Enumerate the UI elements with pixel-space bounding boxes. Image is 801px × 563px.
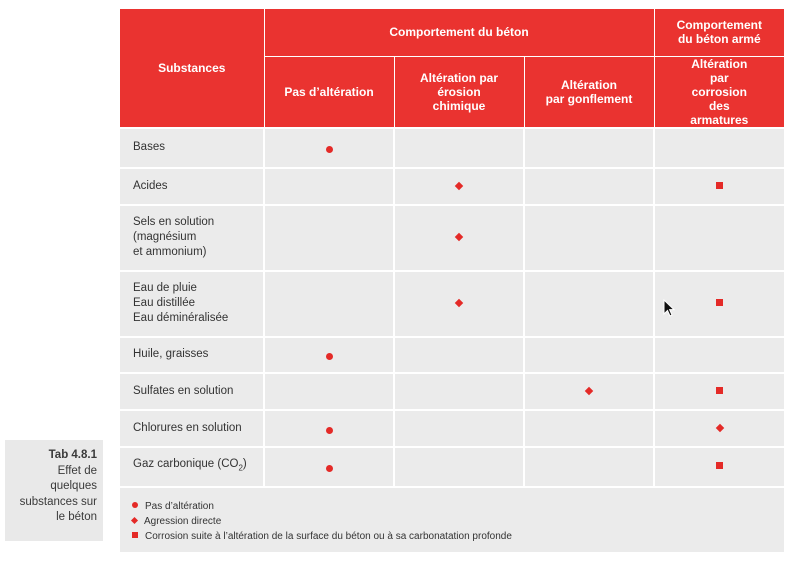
cell-corrosion [653, 335, 785, 373]
cell-gonflement [522, 335, 655, 373]
red-square-icon [716, 386, 724, 394]
legend: Pas d’altération Agression directe Corrosi… [120, 485, 785, 552]
table-body: Bases Acides Sels en solution (magnésium et … [120, 126, 785, 552]
cell-corrosion [653, 166, 785, 205]
substance-label: Acides [120, 166, 264, 205]
cell-erosion [393, 445, 524, 487]
red-diamond-icon [454, 232, 464, 242]
red-dot-icon [132, 501, 138, 508]
cell-pas [263, 408, 394, 447]
cell-corrosion [653, 408, 785, 447]
red-diamond-icon [130, 516, 139, 524]
table-row: Sulfates en solution [120, 371, 785, 410]
red-diamond-icon [584, 386, 594, 395]
cell-gonflement [522, 371, 655, 410]
legend-item: Agression directe [130, 514, 784, 529]
legend-text: Corrosion suite à l’altération de la sur… [145, 530, 512, 542]
substance-label: Sels en solution (magnésium et ammonium) [120, 203, 264, 271]
table-row: Huile, graisses [120, 335, 785, 373]
caption-number: Tab 4.8.1 [48, 449, 97, 461]
substance-label: Bases [120, 126, 264, 168]
cell-gonflement [522, 166, 655, 205]
cell-corrosion [653, 203, 785, 271]
header-group-beton-arme: Comportement du béton armé [653, 9, 785, 56]
cell-pas [263, 166, 394, 205]
cell-pas [263, 269, 394, 337]
cell-erosion [393, 335, 524, 373]
substance-label: Eau de pluie Eau distillée Eau déminéralis… [120, 269, 264, 337]
cell-pas [263, 126, 394, 168]
cell-pas [263, 203, 394, 271]
red-square-icon [132, 531, 138, 538]
legend-text: Agression directe [144, 515, 222, 527]
substance-label: Gaz carbonique (CO2) [120, 445, 264, 487]
cell-erosion [393, 371, 524, 410]
red-dot-icon [325, 465, 333, 472]
cell-gonflement [522, 408, 655, 447]
cell-pas [263, 371, 394, 410]
cell-gonflement [522, 445, 655, 487]
table-row: Sels en solution (magnésium et ammonium) [120, 203, 785, 271]
legend-text: Pas d’altération [145, 500, 214, 512]
table-row: Acides [120, 166, 785, 205]
cell-erosion [393, 408, 524, 447]
red-square-icon [716, 181, 724, 189]
cell-corrosion [653, 445, 785, 487]
header-substances: Substances [120, 9, 264, 128]
red-dot-icon [325, 353, 333, 360]
header-group-beton: Comportement du béton [263, 9, 655, 56]
red-diamond-icon [454, 298, 464, 308]
header-corrosion: Altération par corrosion des armatures [653, 55, 785, 128]
red-square-icon [716, 462, 724, 469]
legend-item: Corrosion suite à l’altération de la sur… [132, 529, 784, 544]
cell-corrosion [653, 371, 785, 410]
cell-gonflement [522, 203, 655, 271]
red-diamond-icon [715, 423, 724, 432]
substance-label: Chlorures en solution [120, 408, 264, 447]
header-pas-alteration: Pas d’altération [263, 55, 394, 128]
table-row: Eau de pluie Eau distillée Eau déminéralis… [120, 269, 785, 337]
table-row: Bases [120, 126, 785, 168]
legend-item: Pas d’altération [132, 499, 784, 514]
substance-label: Sulfates en solution [120, 371, 264, 410]
table-row: Gaz carbonique (CO2) [120, 445, 785, 487]
cell-erosion [393, 203, 524, 271]
substance-label: Huile, graisses [120, 335, 264, 373]
header-gonflement: Altération par gonflement [523, 55, 655, 128]
cell-corrosion [653, 269, 785, 337]
red-dot-icon [325, 146, 333, 153]
cell-erosion [393, 126, 524, 168]
red-diamond-icon [454, 181, 464, 190]
caption-text: Effet de quelques substances sur le béton [19, 464, 97, 524]
cell-gonflement [522, 269, 655, 337]
red-square-icon [716, 299, 724, 306]
red-dot-icon [325, 426, 333, 434]
substances-table: Substances Comportement du béton Comport… [120, 9, 785, 552]
cell-corrosion [653, 126, 785, 168]
mouse-pointer-icon [663, 299, 675, 317]
header-erosion-chimique: Altération par érosion chimique [393, 55, 524, 128]
cell-pas [263, 335, 394, 373]
legend-row: Pas d’altération Agression directe Corrosi… [120, 485, 785, 552]
table-caption: Tab 4.8.1 Effet de quelques substances sur… [5, 440, 103, 541]
cell-erosion [393, 166, 524, 205]
cell-pas [263, 445, 394, 487]
cell-gonflement [522, 126, 655, 168]
table-row: Chlorures en solution [120, 408, 785, 447]
cell-erosion [393, 269, 524, 337]
